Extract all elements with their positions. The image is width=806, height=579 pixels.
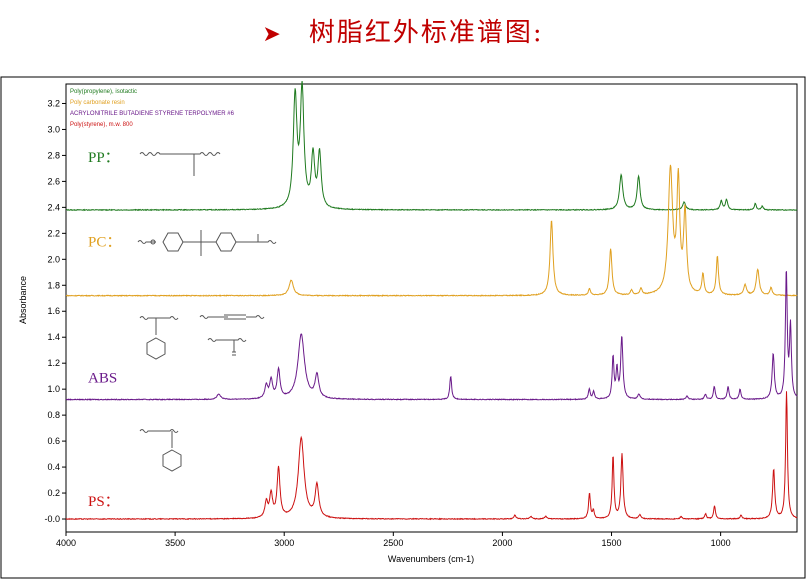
series-line-2 [65, 271, 798, 401]
series-line-0 [65, 81, 798, 212]
y-tick-label: 0.4 [47, 462, 60, 472]
y-tick-label: 3.2 [47, 98, 60, 108]
y-tick-label: 1.2 [47, 358, 60, 368]
plot-area [65, 83, 798, 533]
x-tick-label: 3500 [165, 538, 185, 548]
series-short-label: PP： [88, 150, 120, 166]
chart-frame [0, 76, 806, 579]
x-tick-label: 3000 [274, 538, 294, 548]
legend-entry: Poly(propylene), isotactic [70, 89, 137, 95]
y-tick-label: 0.8 [47, 410, 60, 420]
x-tick-label: 2500 [383, 538, 403, 548]
y-tick-label: 2.4 [47, 202, 60, 212]
y-axis-label: Absorbance [18, 276, 28, 324]
series-short-label: PC： [88, 234, 121, 250]
y-tick-label: 3.0 [47, 124, 60, 134]
series-short-label: PS： [88, 494, 120, 510]
x-tick-label: 1500 [602, 538, 622, 548]
y-tick-label: 0.2 [47, 488, 60, 498]
legend-entry: Poly carbonate resin [70, 100, 125, 106]
ps-structure-icon [139, 429, 182, 472]
x-axis-label: Wavenumbers (cm-1) [388, 554, 474, 564]
pc-structure-icon [137, 230, 277, 256]
y-tick-label: 1.6 [47, 306, 60, 316]
y-tick-label: 1.0 [47, 384, 60, 394]
x-tick-label: 1000 [711, 538, 731, 548]
x-tick-label: 2000 [492, 538, 512, 548]
series-short-label: ABS [88, 371, 117, 387]
y-tick-label: 1.4 [47, 332, 60, 342]
y-tick-label: -0.0 [44, 514, 60, 524]
y-tick-label: 2.6 [47, 176, 60, 186]
y-tick-label: 2.0 [47, 254, 60, 264]
slide-title-text: 树脂红外标准谱图: [308, 18, 544, 48]
arrow-bullet-icon: ➤ [262, 22, 283, 47]
y-tick-label: 1.8 [47, 280, 60, 290]
series-line-3 [65, 391, 798, 521]
slide-title: ➤ 树脂红外标准谱图: [0, 12, 806, 49]
y-tick-label: 2.2 [47, 228, 60, 238]
abs-structure-icon [139, 314, 265, 360]
series-line-1 [65, 164, 798, 297]
y-tick-label: 0.6 [47, 436, 60, 446]
x-tick-label: 4000 [56, 538, 76, 548]
pp-structure-icon [139, 152, 221, 176]
legend-entry: Poly(styrene), m.w. 800 [70, 122, 133, 128]
legend-entry: ACRYLONITRILE BUTADIENE STYRENE TERPOLYM… [70, 111, 235, 117]
y-tick-label: 2.8 [47, 150, 60, 160]
